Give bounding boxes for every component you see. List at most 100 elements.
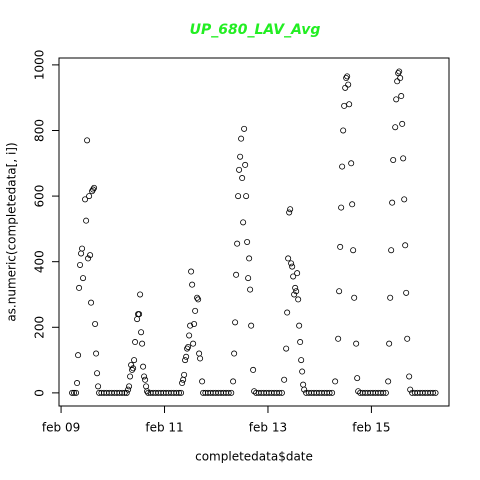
- point: [138, 329, 145, 336]
- point: [187, 322, 194, 329]
- point: [389, 199, 396, 206]
- point: [399, 120, 406, 127]
- point: [293, 288, 300, 295]
- point: [342, 84, 349, 91]
- point: [144, 388, 151, 395]
- point: [286, 209, 293, 216]
- point: [233, 271, 240, 278]
- point: [402, 242, 409, 249]
- point: [243, 193, 250, 200]
- point: [396, 68, 403, 75]
- point: [141, 373, 148, 380]
- point: [185, 343, 192, 350]
- point: [231, 350, 238, 357]
- point: [298, 357, 305, 364]
- point: [140, 363, 147, 370]
- y-tick-label: 0: [33, 389, 47, 397]
- point: [349, 201, 356, 208]
- point: [87, 252, 94, 259]
- point: [351, 294, 358, 301]
- point: [353, 340, 360, 347]
- point: [79, 245, 86, 252]
- point: [337, 243, 344, 250]
- point: [281, 376, 288, 383]
- point: [80, 275, 87, 282]
- point: [289, 263, 296, 270]
- point: [336, 288, 343, 295]
- point: [178, 389, 185, 396]
- point: [380, 389, 387, 396]
- point: [190, 340, 197, 347]
- point: [394, 78, 401, 85]
- point: [73, 389, 80, 396]
- point: [175, 389, 182, 396]
- point: [398, 93, 405, 100]
- point: [181, 371, 188, 378]
- point: [297, 339, 304, 346]
- point: [295, 296, 302, 303]
- point: [429, 389, 436, 396]
- point: [339, 163, 346, 170]
- point: [343, 75, 350, 82]
- y-tick-label: 400: [33, 250, 47, 273]
- point: [403, 289, 410, 296]
- point: [406, 373, 413, 380]
- point: [287, 206, 294, 213]
- point: [183, 353, 190, 360]
- point: [95, 383, 102, 390]
- point: [188, 268, 195, 275]
- point: [130, 365, 137, 372]
- point: [291, 291, 298, 298]
- point: [239, 175, 246, 182]
- y-axis-label: as.numeric(completedata[, i]): [5, 142, 19, 321]
- point: [241, 125, 248, 132]
- point: [235, 193, 242, 200]
- point: [244, 239, 251, 246]
- point: [397, 75, 404, 82]
- point: [386, 340, 393, 347]
- point: [197, 355, 204, 362]
- point: [296, 322, 303, 329]
- point: [344, 73, 351, 80]
- point: [86, 193, 93, 200]
- point: [85, 255, 92, 262]
- point: [348, 160, 355, 167]
- point: [75, 352, 82, 359]
- point: [346, 101, 353, 108]
- point: [126, 383, 133, 390]
- point: [132, 339, 139, 346]
- point: [294, 270, 301, 277]
- point: [137, 291, 144, 298]
- point: [283, 345, 290, 352]
- point: [225, 389, 232, 396]
- point: [292, 284, 299, 291]
- point: [395, 70, 402, 77]
- point: [90, 186, 97, 193]
- point: [228, 389, 235, 396]
- point: [246, 255, 253, 262]
- point: [276, 389, 283, 396]
- point: [184, 345, 191, 352]
- point: [92, 321, 99, 328]
- y-tick-label: 1000: [33, 50, 47, 81]
- chart-title: UP_680_LAV_Avg: [190, 22, 321, 38]
- point: [77, 261, 84, 268]
- point: [404, 335, 411, 342]
- point: [83, 217, 90, 224]
- point: [290, 273, 297, 280]
- point: [179, 380, 186, 387]
- point: [121, 389, 128, 396]
- y-tick-label: 200: [33, 316, 47, 339]
- point: [393, 96, 400, 103]
- point: [390, 157, 397, 164]
- point: [93, 350, 100, 357]
- point: [238, 135, 245, 142]
- point: [139, 340, 146, 347]
- x-tick-label: feb 09: [42, 421, 80, 435]
- point: [94, 370, 101, 377]
- x-tick-label: feb 11: [145, 421, 183, 435]
- point: [88, 299, 95, 306]
- y-tick-label: 600: [33, 185, 47, 208]
- point: [191, 321, 198, 328]
- point: [76, 284, 83, 291]
